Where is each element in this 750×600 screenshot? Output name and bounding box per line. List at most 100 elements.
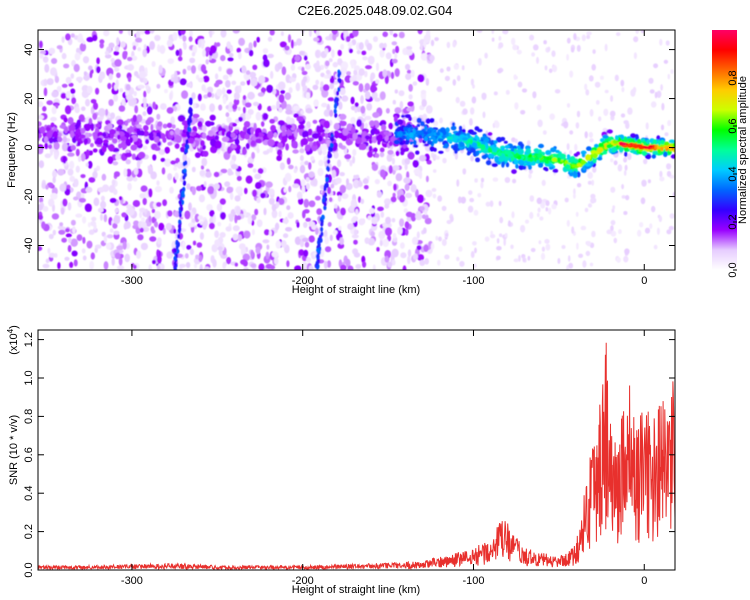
- heatmap-cell: [189, 30, 193, 38]
- heatmap-cell: [61, 237, 67, 243]
- heatmap-cell: [315, 50, 320, 58]
- heatmap-cell: [119, 88, 124, 93]
- heatmap-cell: [138, 151, 146, 159]
- heatmap-cell: [262, 239, 270, 244]
- heatmap-cell: [197, 39, 202, 48]
- heatmap-cell: [337, 77, 341, 83]
- heatmap-cell: [320, 221, 324, 227]
- heatmap-cell: [307, 128, 313, 136]
- heatmap-cell: [528, 169, 533, 175]
- heatmap-cell: [281, 240, 287, 248]
- heatmap-cell: [282, 233, 289, 239]
- heatmap-cell: [422, 227, 427, 234]
- heatmap-cell: [487, 147, 492, 152]
- heatmap-cell: [173, 228, 177, 234]
- heatmap-cell: [71, 250, 78, 257]
- heatmap-cell: [623, 157, 628, 163]
- heatmap-cell: [372, 112, 380, 118]
- heatmap-cell: [153, 136, 160, 143]
- heatmap-cell: [657, 139, 662, 146]
- y-tick-label: 20: [23, 92, 35, 104]
- heatmap-cell: [212, 214, 216, 224]
- heatmap-cell: [374, 153, 380, 158]
- heatmap-cell: [351, 74, 357, 83]
- heatmap-cell: [456, 179, 460, 187]
- heatmap-cell: [446, 41, 451, 49]
- heatmap-cell: [537, 153, 543, 159]
- heatmap-cell: [65, 228, 70, 233]
- heatmap-cell: [271, 209, 278, 219]
- heatmap-cell: [371, 91, 378, 100]
- heatmap-cell: [90, 143, 94, 148]
- heatmap-cell: [94, 244, 102, 249]
- heatmap-cell: [92, 34, 98, 42]
- heatmap-cell: [116, 119, 123, 125]
- heatmap-cell: [75, 133, 80, 142]
- heatmap-cell: [604, 43, 608, 52]
- heatmap-cell: [473, 263, 477, 268]
- heatmap-cell: [469, 148, 476, 153]
- heatmap-cell: [355, 174, 360, 179]
- heatmap-cell: [83, 71, 87, 76]
- heatmap-cell: [285, 227, 293, 232]
- heatmap-cell: [504, 150, 511, 155]
- heatmap-cell: [435, 235, 439, 241]
- heatmap-cell: [353, 174, 357, 180]
- heatmap-cell: [46, 78, 54, 86]
- heatmap-cell: [166, 251, 174, 259]
- heatmap-cell: [545, 150, 552, 156]
- heatmap-cell: [501, 147, 505, 152]
- heatmap-cell: [569, 150, 573, 155]
- heatmap-cell: [111, 179, 116, 186]
- heatmap-cell: [256, 219, 263, 228]
- heatmap-cell: [402, 140, 407, 145]
- y-tick-label: 1.2: [23, 332, 35, 347]
- heatmap-cell: [181, 241, 186, 251]
- heatmap-cell: [364, 115, 372, 121]
- heatmap-cell: [640, 197, 646, 205]
- heatmap-cell: [100, 195, 105, 202]
- heatmap-cell: [73, 259, 78, 267]
- heatmap-cell: [654, 91, 658, 99]
- heatmap-cell: [589, 262, 594, 267]
- heatmap-cell: [505, 89, 510, 95]
- heatmap-cell: [645, 153, 652, 160]
- heatmap-cell: [96, 66, 101, 74]
- heatmap-cell: [619, 146, 625, 151]
- heatmap-cell: [471, 96, 477, 104]
- heatmap-cell: [101, 173, 107, 181]
- heatmap-cell: [112, 222, 118, 229]
- heatmap-cell: [566, 264, 569, 270]
- heatmap-cell: [225, 226, 232, 232]
- heatmap-cell: [385, 216, 392, 225]
- heatmap-cell: [118, 105, 126, 112]
- heatmap-cell: [79, 42, 87, 52]
- heatmap-cell: [234, 262, 238, 267]
- heatmap-cell: [116, 127, 120, 132]
- heatmap-cell: [142, 145, 148, 151]
- heatmap-cell: [480, 177, 485, 183]
- heatmap-cell: [499, 216, 504, 224]
- heatmap-cell: [300, 155, 304, 162]
- heatmap-cell: [69, 175, 76, 182]
- heatmap-cell: [368, 145, 373, 152]
- heatmap-cell: [86, 85, 93, 94]
- heatmap-cell: [529, 211, 534, 220]
- heatmap-cell: [357, 181, 363, 188]
- heatmap-cell: [99, 71, 106, 80]
- heatmap-cell: [358, 42, 364, 51]
- heatmap-cell: [199, 140, 205, 147]
- heatmap-cell: [284, 172, 292, 182]
- heatmap-cell: [153, 221, 158, 228]
- heatmap-cell: [515, 163, 519, 169]
- heatmap-cell: [412, 253, 419, 260]
- snr-scale-suffix: ): [8, 325, 20, 329]
- heatmap-cell: [597, 156, 603, 161]
- heatmap-cell: [306, 257, 311, 263]
- heatmap-cell: [378, 230, 386, 240]
- heatmap-cell: [136, 124, 142, 129]
- heatmap-cell: [333, 108, 337, 114]
- heatmap-cell: [474, 134, 479, 140]
- heatmap-cell: [57, 136, 63, 143]
- heatmap-cell: [89, 71, 93, 79]
